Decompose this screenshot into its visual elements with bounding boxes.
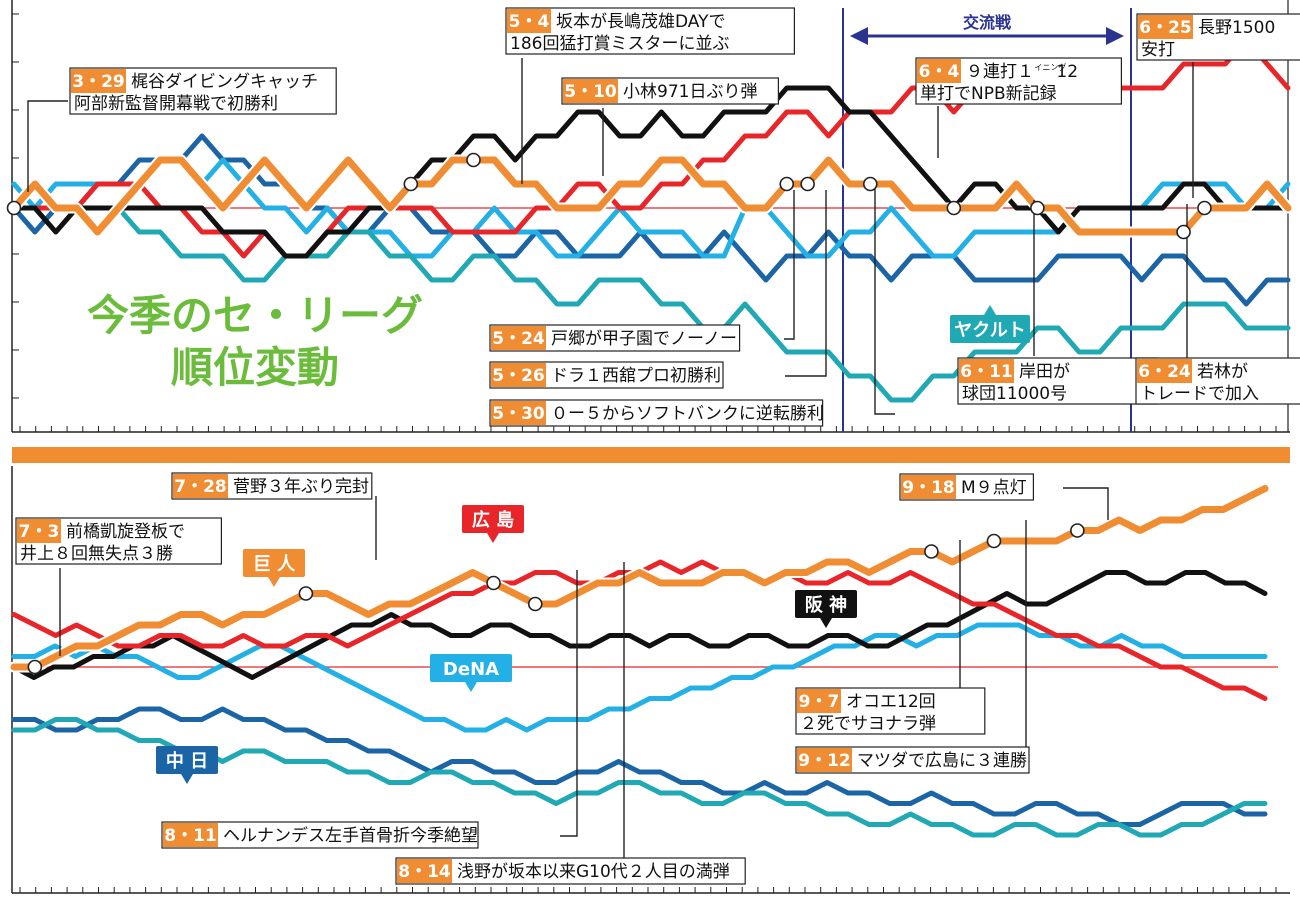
annotation-text: 岸田が — [1019, 362, 1070, 382]
annotation-text: 小林971日ぶり弾 — [623, 82, 757, 102]
annotation-date: 7・3 — [19, 522, 60, 542]
annotation-leader — [784, 190, 794, 339]
team-label: 広 島 — [462, 505, 524, 543]
annotation-text: 長野1500 — [1198, 18, 1275, 38]
annotation-leader — [1063, 488, 1108, 520]
orange-divider-band — [12, 447, 1290, 463]
annotation-date: 8・14 — [398, 862, 451, 882]
interleague-arrow-right-icon — [1106, 27, 1124, 45]
annotation-date: 9・18 — [902, 478, 955, 498]
annotation-text: ドラ１西舘プロ初勝利 — [551, 365, 721, 386]
interleague-arrow-left-icon — [850, 27, 868, 45]
annotation-text: 梶谷ダイビングキャッチ — [131, 72, 318, 92]
annotation-date: 6・24 — [1138, 362, 1191, 382]
annotation-text: 前橋凱旋登板で — [66, 522, 185, 542]
team-label-text: 阪 神 — [805, 594, 847, 616]
annotation-leader — [785, 190, 826, 376]
chart-title-line2: 順位変動 — [171, 343, 339, 392]
annotation-marker — [1177, 226, 1190, 239]
annotation-marker — [28, 661, 41, 674]
team-label: 阪 神 — [795, 590, 857, 628]
annotation-text-line2: トレードで加入 — [1140, 384, 1259, 404]
annotation-text-line2: 阿部新監督開幕戦で初勝利 — [74, 94, 278, 114]
team-label-pointer-icon — [268, 577, 280, 587]
annotation-leader — [28, 101, 68, 192]
panel-divider — [12, 447, 1290, 463]
annotation-text-after: 12 — [1056, 62, 1078, 82]
annotation-date: 6・11 — [960, 362, 1013, 382]
annotation-text-line2: 井上８回無失点３勝 — [20, 544, 173, 564]
annotation-date: 5・26 — [492, 366, 545, 386]
team-label-pointer-icon — [181, 774, 193, 784]
annotation-date: 6・4 — [919, 62, 960, 82]
series-line-team-0 — [14, 136, 1288, 304]
team-label-text: 巨 人 — [253, 554, 296, 575]
series-line-team-1 — [14, 720, 1265, 836]
team-label: ヤクルト — [950, 305, 1030, 343]
annotation-marker — [299, 587, 312, 600]
annotation-marker — [801, 178, 814, 191]
team-label: 巨 人 — [243, 549, 305, 587]
team-label-pointer-icon — [465, 682, 477, 692]
chart-title-line1: 今季のセ・リーグ — [87, 291, 423, 340]
annotation-text: 浅野が坂本以来G10代２人目の満弾 — [457, 862, 730, 882]
annotation-marker — [529, 598, 542, 611]
annotation-date: 8・11 — [164, 826, 217, 846]
annotation-date: 7・28 — [174, 477, 227, 497]
annotation-text: M９点灯 — [961, 478, 1027, 498]
team-label: 中 日 — [156, 746, 218, 784]
team-label-text: DeNA — [443, 659, 499, 680]
annotation-text: ヘルナンデス左手首骨折今季絶望 — [223, 825, 478, 846]
annotation-text: ０ー５からソフトバンクに逆転勝利 — [551, 404, 824, 424]
annotation-marker — [780, 178, 793, 191]
annotation-date: 5・10 — [564, 82, 617, 102]
annotation-text: 坂本が長嶋茂雄DAYで — [556, 12, 726, 32]
annotation-text: オコエ12回 — [846, 692, 936, 712]
annotation-date: 9・12 — [798, 751, 851, 771]
annotation-date: 5・24 — [492, 329, 545, 349]
team-label-text: ヤクルト — [954, 320, 1025, 341]
series-line-team-3 — [14, 573, 1265, 678]
interleague-label: 交流戦 — [963, 13, 1012, 32]
annotation-text: 菅野３年ぶり完封 — [233, 477, 369, 497]
annotation-text-line2: ２死でサヨナラ弾 — [800, 714, 936, 734]
annotation-date: 9・7 — [799, 692, 840, 712]
team-label-pointer-icon — [984, 305, 996, 315]
annotation-text-line2: 単打でNPB新記録 — [920, 84, 1057, 104]
team-label-pointer-icon — [820, 618, 832, 628]
annotation-marker — [8, 202, 21, 215]
team-label-pointer-icon — [487, 533, 499, 543]
annotation-marker — [925, 545, 938, 558]
annotation-date: 5・4 — [509, 12, 550, 32]
team-label: DeNA — [430, 654, 512, 692]
annotation-marker — [1198, 202, 1211, 215]
annotation-text-line2: 186回猛打賞ミスターに並ぶ — [510, 34, 729, 54]
annotation-marker — [487, 577, 500, 590]
annotation-date: 3・29 — [72, 72, 125, 92]
annotation-text: マツダで広島に３連勝 — [857, 751, 1027, 771]
annotation-marker — [947, 202, 960, 215]
annotation-marker — [467, 154, 480, 167]
annotation: 9・18 M９点灯 — [900, 474, 1108, 537]
annotation: 5・30 ０ー５からソフトバンクに逆転勝利 — [490, 178, 895, 427]
annotation-text: 若林が — [1197, 362, 1248, 382]
team-label-text: 中 日 — [166, 750, 208, 772]
annotation-date: 5・30 — [492, 404, 545, 424]
annotation-marker — [864, 178, 877, 191]
annotation-date: 6・25 — [1139, 18, 1192, 38]
annotation-text: 戸郷が甲子園でノーノー — [551, 329, 737, 349]
annotation-marker — [1031, 202, 1044, 215]
annotation-text-line2: 安打 — [1141, 40, 1175, 60]
annotation-marker — [987, 535, 1000, 548]
annotation-marker — [404, 178, 417, 191]
team-label-text: 広 島 — [472, 509, 514, 531]
annotation-text-line2: 球団11000号 — [962, 384, 1067, 404]
annotation-text: ９連打１ — [966, 62, 1034, 82]
annotation-marker — [1071, 524, 1084, 537]
